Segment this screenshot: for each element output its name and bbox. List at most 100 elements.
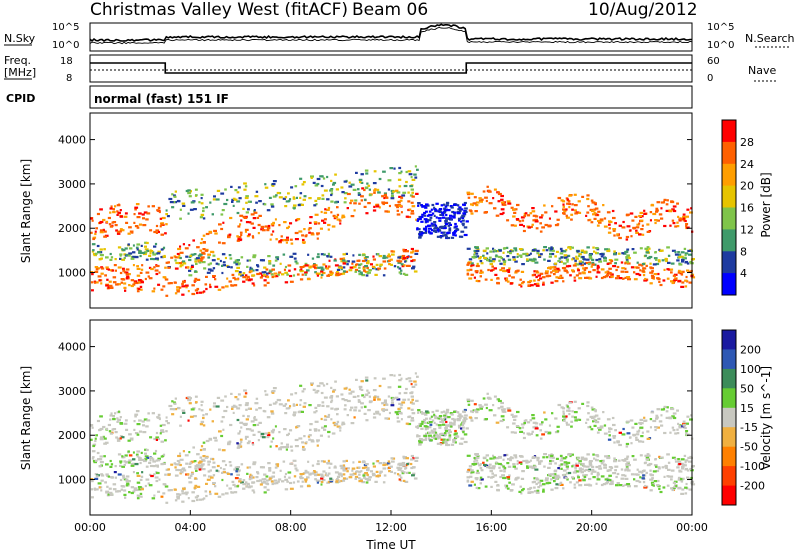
velocity-cell xyxy=(323,428,327,431)
power-cell xyxy=(492,197,495,200)
velocity-cell xyxy=(602,411,605,414)
power-cell xyxy=(266,229,270,232)
power-cell xyxy=(302,181,306,184)
velocity-cell xyxy=(187,419,190,422)
power-cell xyxy=(536,249,540,252)
velocity-cell xyxy=(138,458,142,461)
velocity-cell xyxy=(397,468,402,471)
velocity-cell xyxy=(466,454,471,457)
power-cell xyxy=(438,219,442,222)
velocity-cell xyxy=(470,399,474,402)
velocity-y-axis-title: Slant Range [km] xyxy=(19,366,33,470)
power-cell xyxy=(179,208,182,211)
power-cell xyxy=(520,216,525,219)
velocity-cell xyxy=(118,410,121,413)
power-cell xyxy=(136,274,141,277)
velocity-cell xyxy=(244,435,249,438)
power-cell xyxy=(366,266,369,269)
velocity-cell xyxy=(593,424,597,427)
power-cell xyxy=(319,227,323,230)
velocity-cell xyxy=(375,475,379,478)
velocity-cell xyxy=(575,464,579,467)
power-cell xyxy=(160,288,164,291)
power-cell xyxy=(457,208,461,211)
velocity-cell xyxy=(411,398,414,401)
velocity-cell xyxy=(499,419,504,423)
velocity-cell xyxy=(533,465,537,468)
power-cell xyxy=(495,214,500,217)
velocity-cell xyxy=(434,434,438,437)
velocity-cell xyxy=(200,445,204,448)
velocity-cell xyxy=(595,420,599,423)
velocity-cell xyxy=(398,392,402,395)
velocity-cell xyxy=(542,488,545,491)
power-cell xyxy=(551,252,555,256)
velocity-cell xyxy=(508,474,511,477)
power-cell xyxy=(316,274,319,277)
power-cell xyxy=(524,212,528,215)
power-cell xyxy=(272,264,276,267)
velocity-cell xyxy=(410,458,414,461)
power-cell xyxy=(327,223,331,227)
power-cell xyxy=(591,263,594,266)
velocity-cell xyxy=(413,477,418,480)
power-cell xyxy=(626,254,630,257)
power-cell xyxy=(110,205,113,208)
power-cell xyxy=(674,251,677,254)
power-cell xyxy=(450,236,455,239)
velocity-cell xyxy=(575,462,578,465)
power-cell xyxy=(207,268,212,271)
velocity-cell xyxy=(184,454,189,457)
velocity-cell xyxy=(671,488,675,492)
power-cell xyxy=(397,203,401,206)
power-cell xyxy=(526,258,529,261)
velocity-cell xyxy=(264,432,268,435)
power-cell xyxy=(234,189,238,192)
power-cell xyxy=(181,282,184,285)
power-cell xyxy=(229,216,233,220)
power-cell xyxy=(182,262,187,265)
power-cell xyxy=(570,213,574,216)
velocity-cell xyxy=(490,485,493,488)
power-cell xyxy=(330,192,334,195)
velocity-cell xyxy=(230,473,233,476)
power-cell xyxy=(135,203,140,206)
velocity-cell xyxy=(649,469,652,472)
power-cell xyxy=(332,183,335,186)
power-cell xyxy=(325,265,328,268)
velocity-cell xyxy=(249,473,252,476)
power-cell xyxy=(394,204,399,207)
power-cell xyxy=(247,276,250,279)
velocity-cell xyxy=(501,408,505,411)
velocity-cell xyxy=(342,460,346,463)
velocity-cell xyxy=(320,475,325,478)
colorbar-swatch xyxy=(722,141,736,165)
power-cell xyxy=(599,218,604,221)
power-cell xyxy=(127,232,131,235)
power-cell xyxy=(280,235,283,238)
velocity-cell xyxy=(275,445,278,448)
power-cell xyxy=(530,225,533,228)
power-cell xyxy=(255,190,259,193)
velocity-cell xyxy=(164,439,167,442)
velocity-cell xyxy=(287,471,292,474)
power-cell xyxy=(148,254,152,257)
freq-y-top: 18 xyxy=(60,56,73,67)
power-cell xyxy=(604,248,609,251)
velocity-cell xyxy=(134,488,139,492)
nsky-y-top: 10^5 xyxy=(52,22,79,33)
power-cell xyxy=(431,212,435,215)
power-cell xyxy=(629,212,634,215)
power-cell xyxy=(328,259,331,262)
power-cell xyxy=(342,270,346,273)
power-cell xyxy=(454,222,457,226)
velocity-cell xyxy=(645,456,650,459)
power-cell xyxy=(452,233,456,236)
colorbar-swatch xyxy=(722,368,736,389)
velocity-cell xyxy=(464,417,468,420)
power-cell xyxy=(461,216,465,219)
power-cell xyxy=(368,194,372,197)
power-cell xyxy=(141,251,146,254)
velocity-cell xyxy=(342,477,346,480)
power-cell xyxy=(460,208,464,211)
